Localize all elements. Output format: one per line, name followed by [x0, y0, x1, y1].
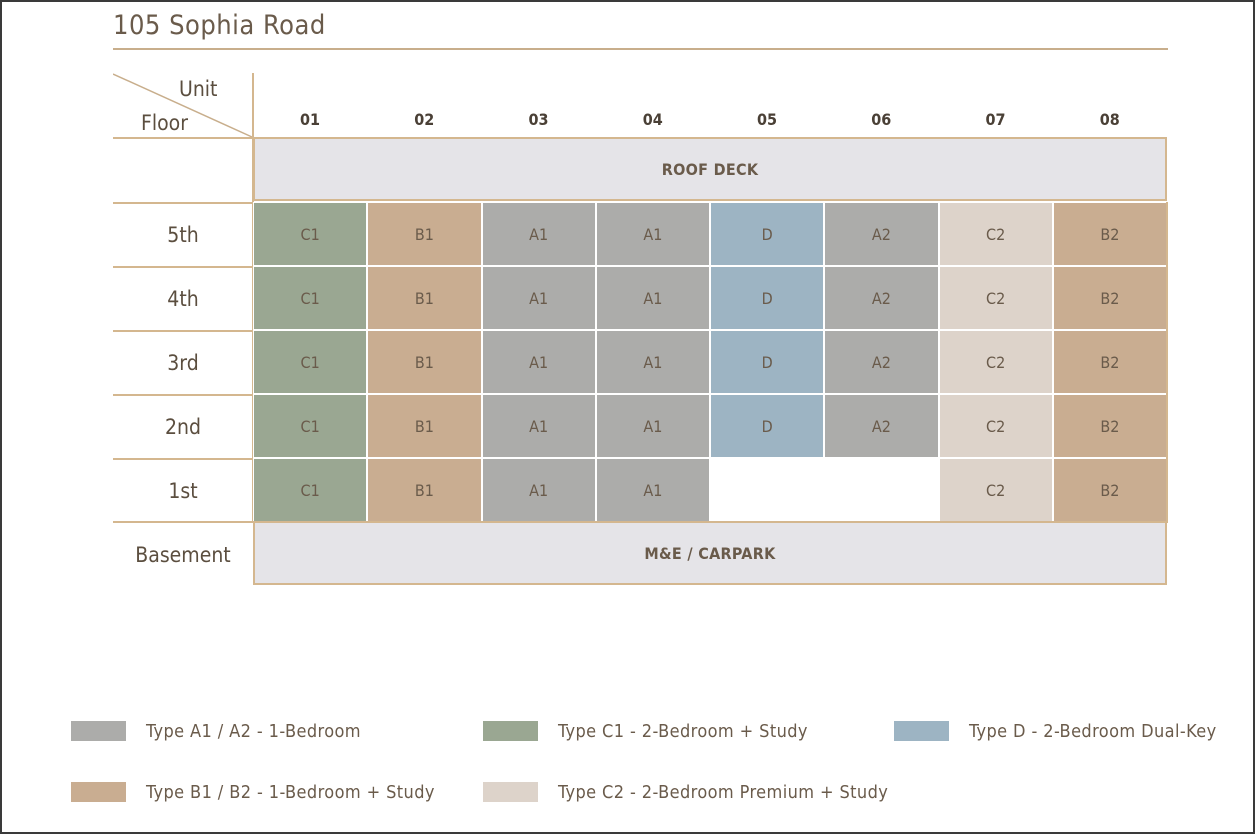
row-divider	[113, 330, 253, 332]
legend-label: Type B1 / B2 - 1-Bedroom + Study	[146, 781, 435, 803]
legend-item: Type C2 - 2-Bedroom Premium + Study	[483, 781, 888, 803]
unit-cell: C2	[938, 202, 1053, 266]
legend-item: Type C1 - 2-Bedroom + Study	[483, 720, 808, 742]
unit-cell: B2	[1052, 458, 1167, 522]
unit-cell: C1	[253, 330, 368, 394]
unit-cell: A1	[481, 202, 596, 266]
unit-cell: B2	[1052, 202, 1167, 266]
unit-cell: B1	[367, 458, 482, 522]
row-divider	[113, 266, 253, 268]
legend-swatch	[71, 721, 126, 741]
legend-swatch	[71, 782, 126, 802]
unit-cell: C1	[253, 202, 368, 266]
unit-cell: A1	[595, 330, 710, 394]
unit-header-02: 02	[414, 110, 435, 129]
unit-cell: C2	[938, 266, 1053, 330]
unit-axis-label: Unit	[179, 77, 218, 101]
unit-cell: C1	[253, 458, 368, 522]
empty-cell	[710, 458, 825, 522]
row-divider	[113, 137, 253, 139]
legend-swatch	[483, 782, 538, 802]
unit-cell: A1	[595, 394, 710, 458]
roof-deck: ROOF DECK	[253, 137, 1167, 201]
row-divider	[113, 394, 253, 396]
unit-cell: B1	[367, 394, 482, 458]
unit-cell: D	[710, 266, 825, 330]
unit-header-05: 05	[756, 110, 778, 129]
legend-item: Type A1 / A2 - 1-Bedroom	[71, 720, 361, 742]
unit-cell: A1	[481, 330, 596, 394]
unit-header-08: 08	[1099, 110, 1120, 129]
unit-cell: B1	[367, 266, 482, 330]
unit-cell: C2	[938, 330, 1053, 394]
unit-cell: A1	[595, 266, 710, 330]
unit-cell: A1	[595, 202, 710, 266]
floor-axis-label: Floor	[141, 111, 188, 135]
floor-label-2nd: 2nd	[165, 415, 201, 439]
unit-cell: B2	[1052, 330, 1167, 394]
floor-label-4th: 4th	[167, 287, 199, 311]
legend-label: Type C2 - 2-Bedroom Premium + Study	[558, 781, 889, 803]
unit-cell: A1	[481, 458, 596, 522]
unit-header-07: 07	[985, 110, 1006, 129]
unit-cell: B1	[367, 330, 482, 394]
legend-item: Type D - 2-Bedroom Dual-Key	[894, 720, 1217, 742]
unit-cell: C2	[938, 394, 1053, 458]
floor-label-basement: Basement	[135, 543, 231, 567]
basement-carpark: M&E / CARPARK	[253, 521, 1167, 585]
header-corner: Unit Floor	[113, 73, 253, 138]
unit-cell: C1	[253, 266, 368, 330]
floor-label-5th: 5th	[167, 223, 199, 247]
legend-item: Type B1 / B2 - 1-Bedroom + Study	[71, 781, 435, 803]
unit-cell: B1	[367, 202, 482, 266]
empty-cell	[824, 458, 939, 522]
unit-cell: C2	[938, 458, 1053, 522]
diagonal-divider	[113, 73, 253, 138]
legend-swatch	[894, 721, 949, 741]
unit-cell: A2	[824, 394, 939, 458]
grid-right-border	[1166, 202, 1168, 522]
unit-header-04: 04	[642, 110, 663, 129]
unit-cell: B2	[1052, 266, 1167, 330]
unit-cell: A1	[481, 266, 596, 330]
floor-label-3rd: 3rd	[167, 351, 199, 375]
title-divider	[113, 48, 1168, 50]
unit-cell: C1	[253, 394, 368, 458]
legend-label: Type C1 - 2-Bedroom + Study	[558, 720, 808, 742]
legend-label: Type A1 / A2 - 1-Bedroom	[146, 720, 361, 742]
unit-header-01: 01	[299, 110, 321, 129]
unit-cell: A1	[595, 458, 710, 522]
unit-cell: B2	[1052, 394, 1167, 458]
unit-header-03: 03	[528, 110, 549, 129]
unit-cell: A1	[481, 394, 596, 458]
row-divider	[113, 202, 253, 204]
row-divider	[113, 458, 253, 460]
page-title: 105 Sophia Road	[113, 10, 326, 41]
unit-cell: D	[710, 330, 825, 394]
unit-cell: A2	[824, 202, 939, 266]
unit-cell: A2	[824, 266, 939, 330]
legend-label: Type D - 2-Bedroom Dual-Key	[969, 720, 1217, 742]
unit-cell: A2	[824, 330, 939, 394]
unit-cell: D	[710, 394, 825, 458]
floor-label-1st: 1st	[168, 479, 198, 503]
unit-header-06: 06	[871, 110, 892, 129]
unit-cell: D	[710, 202, 825, 266]
legend-swatch	[483, 721, 538, 741]
